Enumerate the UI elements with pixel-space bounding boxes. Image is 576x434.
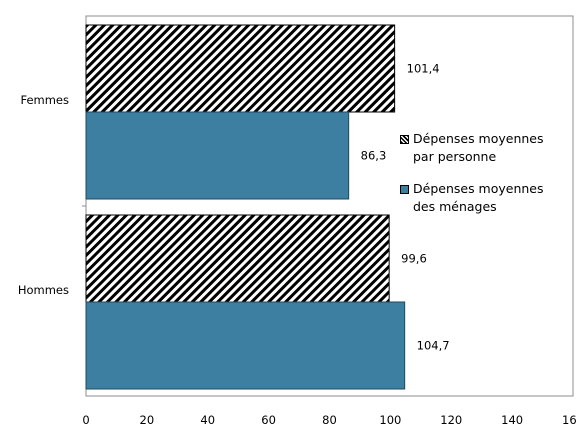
x-tick-label: 60 xyxy=(261,413,276,427)
legend-label-line1: Dépenses moyennes xyxy=(413,131,544,146)
hatched-swatch-icon xyxy=(400,135,409,144)
x-tick-label: 120 xyxy=(440,413,462,427)
solid-swatch-icon xyxy=(400,185,409,194)
x-tick-label: 20 xyxy=(140,413,155,427)
legend-label-line2: par personne xyxy=(413,149,497,164)
category-label: Hommes xyxy=(18,283,69,297)
legend: Dépenses moyennes par personne Dépenses … xyxy=(400,130,570,230)
data-label: 101,4 xyxy=(407,62,440,76)
bar-households-hommes xyxy=(85,301,406,390)
legend-item-per-person: Dépenses moyennes par personne xyxy=(400,130,570,166)
x-tick-label: 40 xyxy=(200,413,215,427)
data-label: 86,3 xyxy=(361,149,387,163)
data-label: 99,6 xyxy=(401,252,427,266)
x-tick-label: 100 xyxy=(379,413,401,427)
x-tick-label: 80 xyxy=(322,413,337,427)
bar-per-person-hommes xyxy=(85,214,390,303)
x-tick-label: 160 xyxy=(562,413,576,427)
data-label: 104,7 xyxy=(417,339,450,353)
category-label: Femmes xyxy=(20,93,69,107)
legend-label-line2: des ménages xyxy=(413,199,497,214)
bar-per-person-femmes xyxy=(85,24,396,113)
bar-households-femmes xyxy=(85,111,350,200)
legend-label-line1: Dépenses moyennes xyxy=(413,181,544,196)
legend-item-households: Dépenses moyennes des ménages xyxy=(400,180,570,216)
x-tick-label: 140 xyxy=(501,413,523,427)
x-tick-label: 0 xyxy=(82,413,89,427)
